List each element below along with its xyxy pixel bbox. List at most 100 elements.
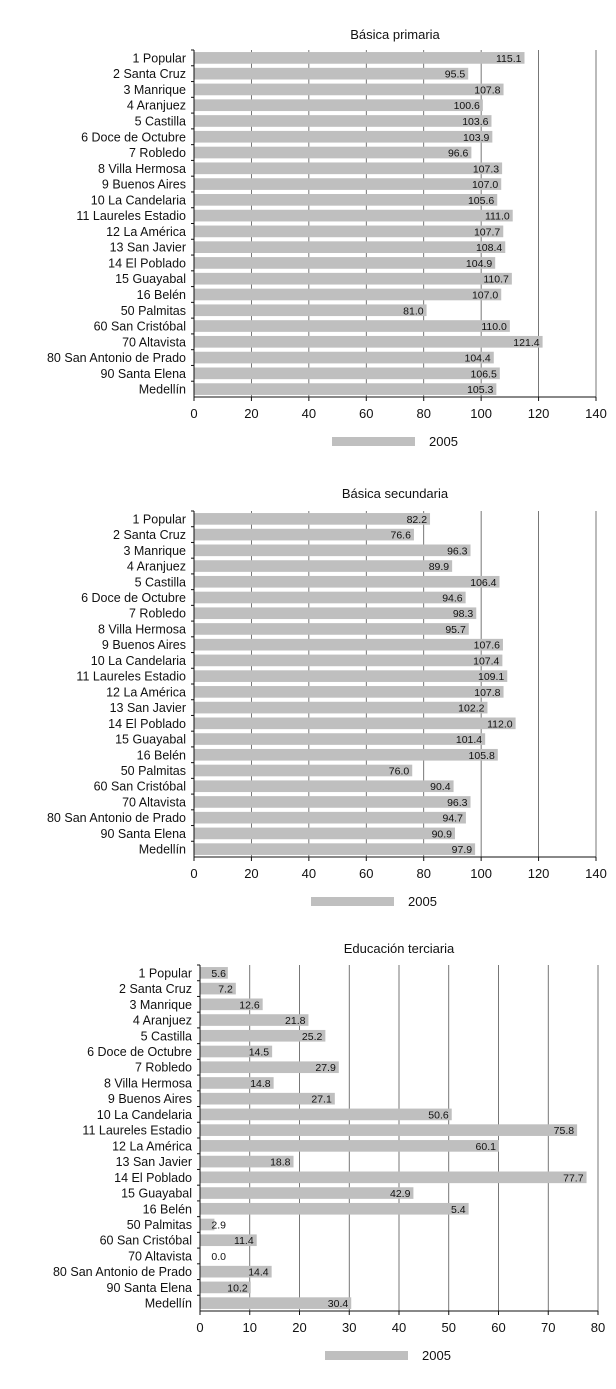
chart1-category-label-15: 15 Guayabal	[115, 272, 186, 286]
chart1-category-label-22: Medellín	[139, 383, 186, 397]
chart3-data-label-4: 21.8	[285, 1015, 306, 1027]
chart2-data-label-20: 94.7	[442, 813, 463, 825]
chart3-data-label-11: 75.8	[554, 1125, 575, 1137]
chart2-data-label-11: 109.1	[478, 671, 504, 683]
chart1-bar-9	[194, 178, 502, 190]
chart3-bar-7	[200, 1061, 339, 1074]
chart3-x-tick-label-4: 40	[392, 1320, 406, 1335]
chart3-category-label-4: 4 Aranjuez	[133, 1014, 192, 1028]
chart3-bar-21	[200, 1281, 251, 1294]
chart2-bar-4	[194, 560, 453, 572]
chart2-data-label-13: 102.2	[458, 703, 484, 715]
chart2-category-label-17: 50 Palmitas	[121, 764, 186, 778]
chart1-data-label-6: 103.9	[463, 132, 489, 144]
chart3-data-label-18: 11.4	[234, 1235, 254, 1247]
chart1-data-label-16: 107.0	[472, 289, 498, 301]
chart1-bar-16	[194, 288, 502, 301]
chart3-data-label-7: 27.9	[315, 1062, 336, 1074]
chart1-bar-15	[194, 272, 512, 285]
chart1-category-label-14: 14 El Poblado	[108, 256, 186, 270]
chart1-category-label-3: 3 Manrique	[123, 83, 186, 97]
chart1-bar-11	[194, 209, 513, 222]
chart3-x-tick-label-1: 10	[243, 1320, 257, 1335]
chart2-category-label-18: 60 San Cristóbal	[94, 780, 186, 794]
chart3-data-label-14: 77.7	[563, 1172, 584, 1184]
chart3-category-label-3: 3 Manrique	[129, 998, 192, 1012]
chart1-category-label-8: 8 Villa Hermosa	[98, 162, 186, 176]
chart2-category-label-7: 7 Robledo	[129, 607, 186, 621]
chart1-bar-12	[194, 225, 504, 238]
chart1-x-tick-label-3: 60	[359, 406, 373, 421]
chart2-bar-16	[194, 748, 498, 761]
chart1-data-label-17: 81.0	[403, 305, 424, 317]
chart2-category-label-9: 9 Buenos Aires	[102, 638, 186, 652]
chart3-category-label-17: 50 Palmitas	[127, 1218, 192, 1232]
chart3-data-label-3: 12.6	[239, 999, 260, 1011]
chart2-bar-19	[194, 796, 471, 808]
chart2-data-label-5: 106.4	[470, 577, 496, 589]
chart2-category-label-1: 1 Popular	[132, 512, 186, 526]
chart1-category-label-19: 70 Altavista	[122, 335, 186, 349]
chart1-category-label-4: 4 Aranjuez	[127, 99, 186, 113]
chart2-category-label-21: 90 Santa Elena	[101, 827, 187, 841]
chart2-category-label-16: 16 Belén	[137, 748, 186, 762]
chart3-data-label-8: 14.8	[250, 1078, 271, 1090]
chart3-category-label-20: 80 San Antonio de Prado	[53, 1265, 192, 1279]
chart3-data-label-13: 18.8	[270, 1157, 291, 1169]
chart2-bar-21	[194, 827, 456, 840]
chart2-bar-13	[194, 701, 488, 714]
chart1-bar-5	[194, 115, 492, 127]
chart2-data-label-3: 96.3	[447, 545, 468, 557]
chart2-bar-6	[194, 591, 466, 604]
chart3-category-label-16: 16 Belén	[143, 1202, 192, 1216]
chart2-data-label-21: 90.9	[432, 828, 453, 840]
chart1-bar-17	[194, 304, 427, 317]
chart2-bar-15	[194, 733, 486, 745]
chart3-x-tick-label-2: 20	[292, 1320, 306, 1335]
chart3-bar-6	[200, 1045, 273, 1058]
chart2-bar-10	[194, 654, 503, 667]
chart3-x-tick-label-5: 50	[442, 1320, 456, 1335]
chart3-title: Educación terciaria	[344, 941, 455, 956]
chart2-data-label-17: 76.0	[389, 766, 410, 778]
chart1-data-label-9: 107.0	[472, 179, 498, 191]
chart1-data-label-7: 96.6	[448, 148, 469, 160]
chart2-data-label-2: 76.6	[391, 530, 412, 542]
chart1-category-label-7: 7 Robledo	[129, 146, 186, 160]
chart2-data-label-15: 101.4	[456, 734, 482, 746]
chart2-data-label-6: 94.6	[442, 593, 463, 605]
chart1-bar-10	[194, 194, 498, 206]
chart1-x-tick-label-1: 20	[244, 406, 258, 421]
chart2-data-label-9: 107.6	[474, 640, 500, 652]
chart3-bar-13	[200, 1155, 294, 1168]
chart2-data-label-19: 96.3	[447, 797, 468, 809]
chart3-bar-5	[200, 1029, 326, 1042]
chart2-data-label-16: 105.8	[469, 750, 495, 762]
chart2-category-label-6: 6 Doce de Octubre	[81, 591, 186, 605]
chart2-data-label-7: 98.3	[453, 608, 474, 620]
chart1-category-label-10: 10 La Candelaria	[91, 193, 186, 207]
chart3-data-label-17: 2.9	[211, 1220, 226, 1232]
chart1-data-label-19: 121.4	[513, 337, 539, 349]
chart1-bar-3	[194, 83, 504, 96]
chart1-data-label-12: 107.7	[474, 226, 500, 238]
chart1-data-label-3: 107.8	[474, 84, 500, 96]
chart3-x-tick-label-8: 80	[591, 1320, 605, 1335]
chart1-bar-1	[194, 52, 525, 64]
chart1-legend-swatch	[332, 437, 415, 446]
chart3-bar-11	[200, 1124, 578, 1136]
chart3-category-label-18: 60 San Cristóbal	[100, 1234, 192, 1248]
chart2-category-label-19: 70 Altavista	[122, 795, 186, 809]
chart1-x-tick-label-6: 120	[528, 406, 550, 421]
chart3-bar-16	[200, 1202, 469, 1215]
chart2-x-tick-label-3: 60	[359, 866, 373, 881]
chart1-title: Básica primaria	[350, 27, 440, 42]
chart3-category-label-10: 10 La Candelaria	[97, 1108, 192, 1122]
chart1-bar-21	[194, 367, 500, 380]
chart2-data-label-12: 107.8	[474, 687, 500, 699]
chart1-bar-14	[194, 257, 496, 269]
chart2-category-label-5: 5 Castilla	[135, 575, 186, 589]
chart3-bar-4	[200, 1014, 309, 1026]
chart2-category-label-22: Medellín	[139, 843, 186, 857]
